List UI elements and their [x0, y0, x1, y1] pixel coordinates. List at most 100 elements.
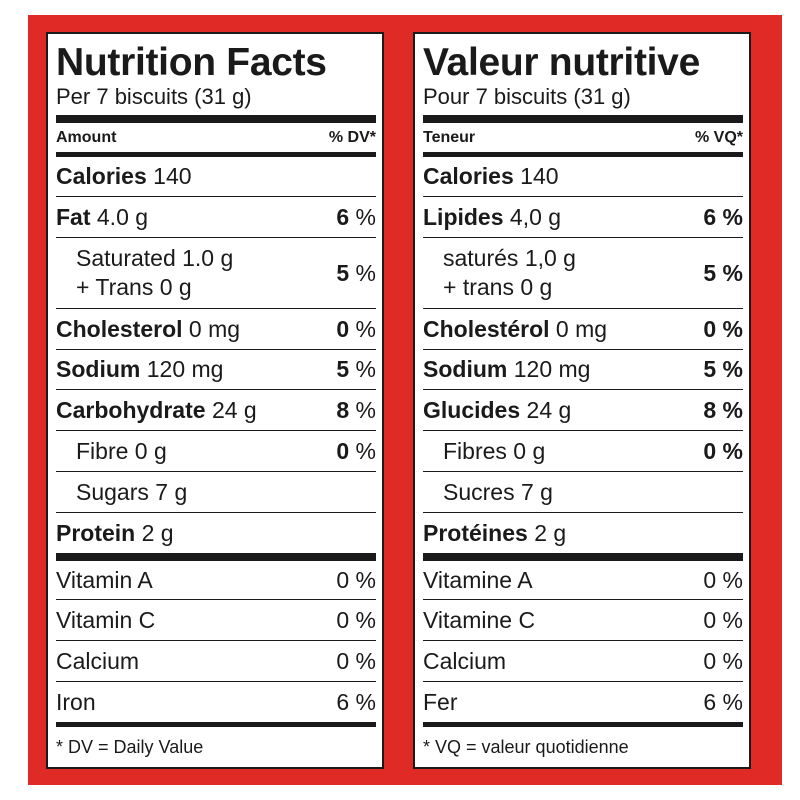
fibre-row: Fibres 0 g 0 %	[423, 431, 743, 472]
fibre-row: Fibre 0 g 0 %	[56, 431, 376, 472]
vitamin-row: Calcium 0 %	[423, 641, 743, 682]
saturated-row: Saturated 1.0 g + Trans 0 g 5 %	[56, 238, 376, 309]
header-amount: Teneur	[423, 128, 476, 146]
fat-row: Lipides 4,0 g 6 %	[423, 197, 743, 238]
sodium-label: Sodium	[56, 356, 141, 382]
fibre-label: Fibre 0 g	[76, 437, 167, 464]
vitamin-label: Vitamin C	[56, 606, 156, 633]
divider	[423, 115, 743, 123]
carbohydrate-row: Carbohydrate 24 g 8 %	[56, 390, 376, 431]
vitamin-value: 0 %	[703, 606, 743, 633]
divider	[423, 553, 743, 561]
protein-amount: 2 g	[141, 519, 174, 546]
panel-title: Valeur nutritive	[423, 41, 700, 84]
vitamin-value: 0 %	[336, 647, 376, 674]
sodium-pct: 5	[336, 356, 350, 382]
divider	[56, 553, 376, 561]
calories-label: Calories	[423, 163, 514, 189]
header-dv: % VQ*	[694, 128, 743, 146]
protein-row: Protéines 2 g	[423, 513, 743, 553]
vitamin-label: Fer	[423, 688, 458, 715]
sugars-label: Sucres 7 g	[443, 478, 553, 505]
calories-value: 140	[153, 163, 192, 189]
serving-size: Pour 7 biscuits (31 g)	[423, 84, 631, 109]
fat-pct: 6 %	[703, 203, 743, 230]
vitamin-label: Vitamin A	[56, 566, 153, 593]
vitamin-value: 6 %	[336, 688, 376, 715]
sugars-label: Sugars 7 g	[76, 478, 188, 505]
nutrition-facts-panel-en: Nutrition Facts Per 7 biscuits (31 g) Am…	[46, 32, 384, 769]
vitamin-row: Fer 6 %	[423, 682, 743, 722]
vitamin-label: Calcium	[423, 647, 507, 674]
divider	[423, 722, 743, 727]
sodium-row: Sodium 120 mg 5 %	[423, 350, 743, 390]
sodium-row: Sodium 120 mg 5 %	[56, 350, 376, 390]
cholesterol-pct: 0 %	[703, 315, 743, 342]
serving-size: Per 7 biscuits (31 g)	[56, 84, 252, 109]
cholesterol-amount: 0 mg	[555, 315, 608, 342]
vitamin-label: Calcium	[56, 647, 140, 674]
cholesterol-label: Cholesterol	[56, 315, 183, 342]
carbohydrate-row: Glucides 24 g 8 %	[423, 390, 743, 431]
calories-label: Calories	[56, 163, 147, 189]
sodium-amount: 120 mg	[513, 356, 591, 382]
vitamin-value: 0 %	[336, 566, 376, 593]
fat-amount: 4,0 g	[509, 203, 562, 230]
column-header: Teneur % VQ*	[423, 123, 743, 157]
panel-title: Nutrition Facts	[56, 41, 327, 84]
fibre-pct: 0	[336, 437, 350, 464]
vitamin-value: 6 %	[703, 688, 743, 715]
carbohydrate-pct: 8 %	[703, 396, 743, 423]
nutrition-facts-panel-fr: Valeur nutritive Pour 7 biscuits (31 g) …	[413, 32, 751, 769]
saturated-line2: + Trans 0 g	[76, 274, 192, 300]
header-dv: % DV*	[328, 128, 376, 146]
carbohydrate-amount: 24 g	[211, 396, 257, 423]
sugars-row: Sucres 7 g	[423, 472, 743, 513]
fat-row: Fat 4.0 g 6 %	[56, 197, 376, 238]
sugars-row: Sugars 7 g	[56, 472, 376, 513]
sodium-label: Sodium	[423, 356, 508, 382]
vitamin-row: Calcium 0 %	[56, 641, 376, 682]
sodium-pct: 5 %	[703, 356, 743, 382]
saturated-line1: Saturated 1.0 g	[76, 245, 234, 271]
cholesterol-row: Cholesterol 0 mg 0 %	[56, 309, 376, 350]
vitamin-row: Vitamine C 0 %	[423, 600, 743, 641]
fibre-pct: 0 %	[703, 437, 743, 464]
cholesterol-row: Cholestérol 0 mg 0 %	[423, 309, 743, 350]
vitamin-label: Vitamine A	[423, 566, 533, 593]
fat-label: Lipides	[423, 203, 504, 230]
vitamin-label: Vitamine C	[423, 606, 536, 633]
fat-label: Fat	[56, 203, 91, 230]
calories-value: 140	[520, 163, 559, 189]
footnote: * VQ = valeur quotidienne	[423, 737, 629, 757]
cholesterol-label: Cholestérol	[423, 315, 550, 342]
vitamin-value: 0 %	[703, 647, 743, 674]
vitamin-row: Vitamine A 0 %	[423, 561, 743, 600]
fat-pct: 6	[336, 203, 350, 230]
fibre-label: Fibres 0 g	[443, 437, 546, 464]
carbohydrate-amount: 24 g	[526, 396, 572, 423]
vitamin-value: 0 %	[336, 606, 376, 633]
footnote: * DV = Daily Value	[56, 737, 204, 757]
carbohydrate-pct: 8	[336, 396, 350, 423]
divider	[56, 115, 376, 123]
vitamin-value: 0 %	[703, 566, 743, 593]
vitamin-row: Vitamin A 0 %	[56, 561, 376, 600]
protein-label: Protéines	[423, 519, 528, 546]
protein-amount: 2 g	[534, 519, 567, 546]
column-header: Amount % DV*	[56, 123, 376, 157]
vitamin-row: Iron 6 %	[56, 682, 376, 722]
calories-row: Calories 140	[423, 157, 743, 197]
divider	[56, 722, 376, 727]
header-amount: Amount	[56, 128, 117, 146]
saturated-pct: 5	[336, 259, 350, 286]
carbohydrate-label: Carbohydrate	[56, 396, 206, 423]
protein-row: Protein 2 g	[56, 513, 376, 553]
cholesterol-amount: 0 mg	[188, 315, 241, 342]
vitamin-label: Iron	[56, 688, 96, 715]
saturated-line2: + trans 0 g	[443, 274, 553, 300]
carbohydrate-label: Glucides	[423, 396, 521, 423]
saturated-row: saturés 1,0 g + trans 0 g 5 %	[423, 238, 743, 309]
cholesterol-pct: 0	[336, 315, 350, 342]
protein-label: Protein	[56, 519, 136, 546]
